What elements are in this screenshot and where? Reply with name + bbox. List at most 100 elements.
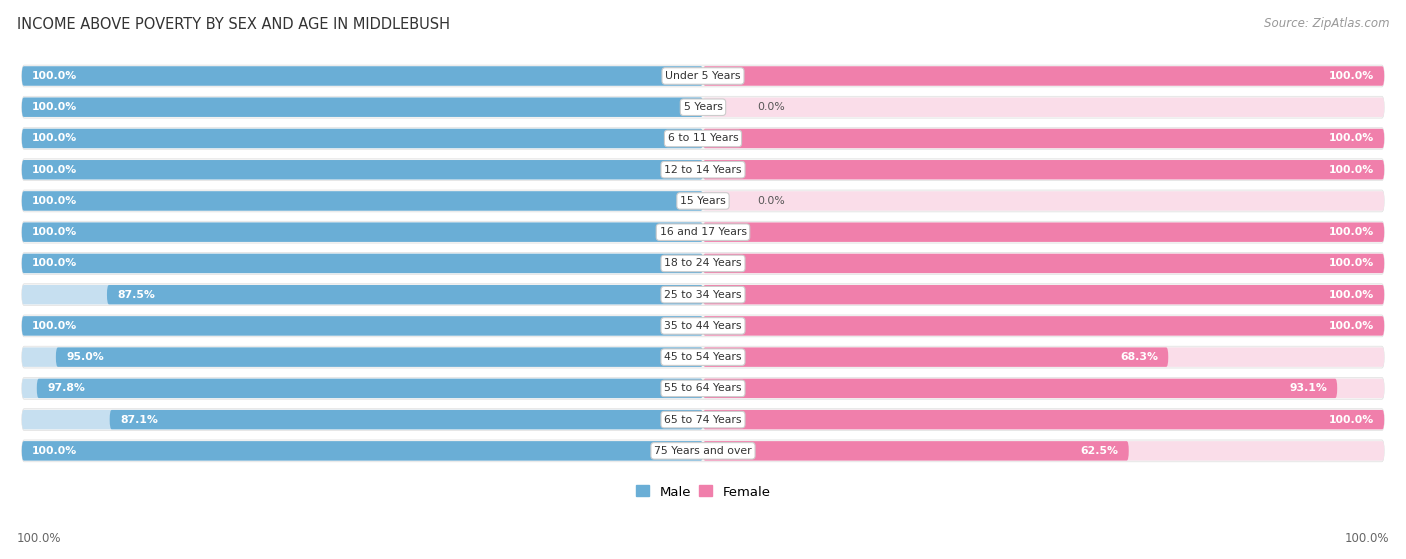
FancyBboxPatch shape — [22, 222, 703, 242]
Text: 5 Years: 5 Years — [683, 102, 723, 112]
FancyBboxPatch shape — [107, 285, 703, 304]
Text: 100.0%: 100.0% — [1329, 165, 1374, 175]
Text: 95.0%: 95.0% — [66, 352, 104, 362]
FancyBboxPatch shape — [703, 222, 1384, 242]
Text: 100.0%: 100.0% — [1344, 532, 1389, 545]
FancyBboxPatch shape — [22, 160, 703, 179]
FancyBboxPatch shape — [22, 285, 703, 304]
FancyBboxPatch shape — [22, 316, 703, 335]
FancyBboxPatch shape — [22, 159, 1384, 181]
FancyBboxPatch shape — [703, 410, 1384, 429]
FancyBboxPatch shape — [22, 191, 703, 211]
FancyBboxPatch shape — [22, 98, 703, 117]
FancyBboxPatch shape — [703, 67, 1384, 86]
FancyBboxPatch shape — [703, 191, 1384, 211]
Text: 100.0%: 100.0% — [32, 227, 77, 237]
FancyBboxPatch shape — [22, 98, 703, 117]
Text: 100.0%: 100.0% — [1329, 290, 1374, 300]
FancyBboxPatch shape — [703, 410, 1384, 429]
Text: 100.0%: 100.0% — [32, 134, 77, 144]
Text: 100.0%: 100.0% — [1329, 321, 1374, 331]
FancyBboxPatch shape — [703, 129, 1384, 148]
FancyBboxPatch shape — [22, 378, 703, 398]
FancyBboxPatch shape — [22, 315, 1384, 337]
Text: 18 to 24 Years: 18 to 24 Years — [664, 258, 742, 268]
Text: 87.5%: 87.5% — [117, 290, 155, 300]
FancyBboxPatch shape — [22, 441, 703, 461]
Text: 15 Years: 15 Years — [681, 196, 725, 206]
FancyBboxPatch shape — [22, 67, 703, 86]
Text: 93.1%: 93.1% — [1289, 383, 1327, 394]
Text: INCOME ABOVE POVERTY BY SEX AND AGE IN MIDDLEBUSH: INCOME ABOVE POVERTY BY SEX AND AGE IN M… — [17, 17, 450, 32]
FancyBboxPatch shape — [22, 440, 1384, 462]
FancyBboxPatch shape — [22, 410, 703, 429]
FancyBboxPatch shape — [56, 348, 703, 367]
FancyBboxPatch shape — [22, 190, 1384, 212]
FancyBboxPatch shape — [22, 129, 703, 148]
Text: 100.0%: 100.0% — [32, 102, 77, 112]
Text: 100.0%: 100.0% — [17, 532, 62, 545]
Text: 75 Years and over: 75 Years and over — [654, 446, 752, 456]
FancyBboxPatch shape — [22, 160, 703, 179]
Text: 12 to 14 Years: 12 to 14 Years — [664, 165, 742, 175]
FancyBboxPatch shape — [703, 348, 1384, 367]
FancyBboxPatch shape — [22, 96, 1384, 118]
Text: 100.0%: 100.0% — [32, 258, 77, 268]
Text: 0.0%: 0.0% — [758, 196, 785, 206]
FancyBboxPatch shape — [703, 160, 1384, 179]
FancyBboxPatch shape — [703, 441, 1384, 461]
FancyBboxPatch shape — [22, 129, 703, 148]
Text: 0.0%: 0.0% — [758, 102, 785, 112]
FancyBboxPatch shape — [703, 348, 1168, 367]
Text: 100.0%: 100.0% — [32, 71, 77, 81]
Text: 35 to 44 Years: 35 to 44 Years — [664, 321, 742, 331]
FancyBboxPatch shape — [22, 284, 1384, 306]
Text: 100.0%: 100.0% — [1329, 71, 1374, 81]
FancyBboxPatch shape — [22, 254, 703, 273]
FancyBboxPatch shape — [110, 410, 703, 429]
Text: 65 to 74 Years: 65 to 74 Years — [664, 415, 742, 425]
FancyBboxPatch shape — [703, 378, 1337, 398]
Text: 55 to 64 Years: 55 to 64 Years — [664, 383, 742, 394]
FancyBboxPatch shape — [22, 67, 703, 86]
FancyBboxPatch shape — [22, 254, 703, 273]
FancyBboxPatch shape — [703, 316, 1384, 335]
FancyBboxPatch shape — [22, 222, 703, 242]
FancyBboxPatch shape — [22, 221, 1384, 243]
Legend: Male, Female: Male, Female — [630, 480, 776, 504]
FancyBboxPatch shape — [703, 285, 1384, 304]
Text: 97.8%: 97.8% — [46, 383, 84, 394]
FancyBboxPatch shape — [22, 441, 703, 461]
Text: 100.0%: 100.0% — [32, 446, 77, 456]
FancyBboxPatch shape — [22, 377, 1384, 399]
FancyBboxPatch shape — [703, 378, 1384, 398]
FancyBboxPatch shape — [703, 98, 1384, 117]
FancyBboxPatch shape — [22, 348, 703, 367]
Text: 100.0%: 100.0% — [1329, 227, 1374, 237]
FancyBboxPatch shape — [22, 127, 1384, 149]
Text: 100.0%: 100.0% — [32, 165, 77, 175]
Text: 6 to 11 Years: 6 to 11 Years — [668, 134, 738, 144]
FancyBboxPatch shape — [22, 65, 1384, 87]
FancyBboxPatch shape — [22, 191, 703, 211]
Text: 68.3%: 68.3% — [1121, 352, 1159, 362]
Text: 100.0%: 100.0% — [32, 196, 77, 206]
Text: 100.0%: 100.0% — [1329, 415, 1374, 425]
Text: 100.0%: 100.0% — [1329, 258, 1374, 268]
Text: 16 and 17 Years: 16 and 17 Years — [659, 227, 747, 237]
Text: 100.0%: 100.0% — [32, 321, 77, 331]
Text: 62.5%: 62.5% — [1081, 446, 1119, 456]
Text: Source: ZipAtlas.com: Source: ZipAtlas.com — [1264, 17, 1389, 30]
FancyBboxPatch shape — [22, 316, 703, 335]
FancyBboxPatch shape — [22, 409, 1384, 430]
FancyBboxPatch shape — [703, 254, 1384, 273]
FancyBboxPatch shape — [703, 316, 1384, 335]
Text: Under 5 Years: Under 5 Years — [665, 71, 741, 81]
Text: 100.0%: 100.0% — [1329, 134, 1374, 144]
FancyBboxPatch shape — [22, 253, 1384, 274]
FancyBboxPatch shape — [37, 378, 703, 398]
FancyBboxPatch shape — [703, 129, 1384, 148]
FancyBboxPatch shape — [703, 160, 1384, 179]
FancyBboxPatch shape — [22, 346, 1384, 368]
Text: 25 to 34 Years: 25 to 34 Years — [664, 290, 742, 300]
